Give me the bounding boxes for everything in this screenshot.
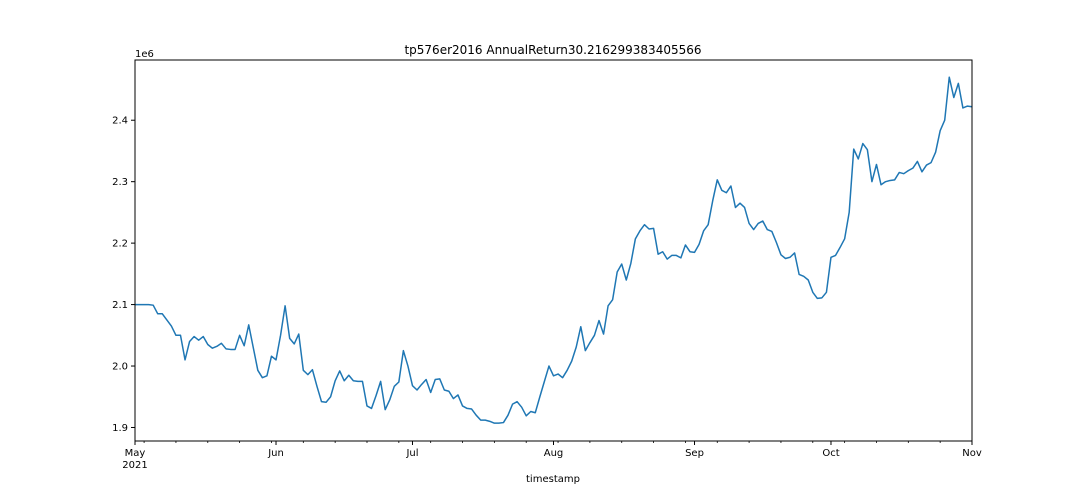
x-tick-label: Oct bbox=[822, 448, 839, 459]
series-line-0 bbox=[135, 76, 973, 424]
y-scale-label: 1e6 bbox=[135, 49, 154, 60]
x-tick-label: Nov bbox=[962, 448, 982, 459]
y-tick-label: 2.1 bbox=[112, 300, 128, 311]
y-tick-label: 2.3 bbox=[112, 177, 128, 188]
x-year-label: 2021 bbox=[122, 460, 147, 471]
plot-area: 1.9 2.0 2.1 2.2 2.3 2.4 May Jun Jul Aug Sep Oct Nov bbox=[112, 59, 982, 459]
x-tick-label: Sep bbox=[685, 448, 704, 459]
x-tick-label: Jul bbox=[405, 448, 418, 459]
x-axis-label: timestamp bbox=[526, 474, 580, 485]
y-tick-label: 2.0 bbox=[112, 362, 128, 373]
x-tick-label: Aug bbox=[544, 448, 564, 459]
y-tick-label: 2.2 bbox=[112, 239, 128, 250]
y-tick-label: 1.9 bbox=[112, 423, 128, 434]
y-tick-label: 2.4 bbox=[112, 116, 128, 127]
x-tick-label: May bbox=[125, 448, 146, 459]
x-tick-label: Jun bbox=[267, 448, 284, 459]
chart-title: tp576er2016 AnnualReturn30.2162993834055… bbox=[404, 43, 701, 57]
